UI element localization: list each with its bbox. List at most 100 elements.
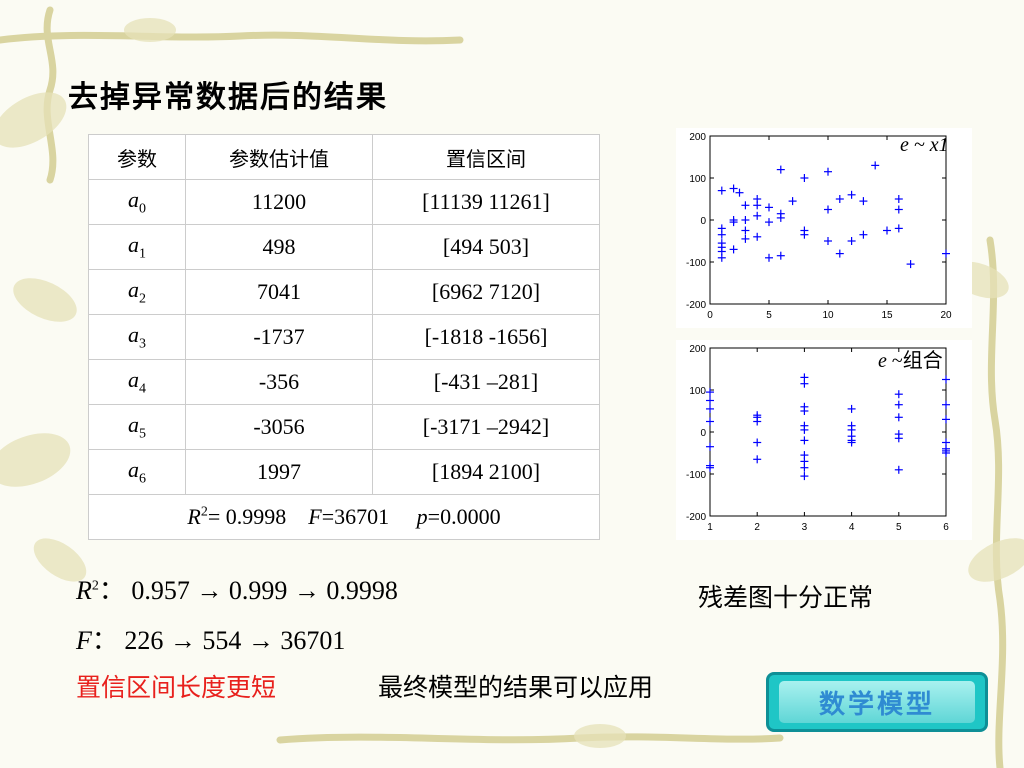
table-row: a0 11200 [11139 11261] [88,179,600,225]
model-conclusion: 最终模型的结果可以应用 [378,673,654,702]
y-tick-label: -200 [686,300,706,311]
data-point [706,396,714,405]
r2-progression: R2： 0.957 → 0.999 → 0.9998 [76,576,398,605]
data-point [717,253,726,262]
data-point [729,245,738,254]
data-point [741,216,750,224]
interval-cell: [-431 –281] [372,359,600,405]
x-tick-label: 5 [896,522,902,533]
data-point [871,161,880,170]
param-cell: a1 [88,224,186,270]
data-point [706,417,714,426]
estimate-cell: -356 [185,359,373,405]
param-cell: a0 [88,179,186,225]
f-progression: F： 226 → 554 → 36701 [76,626,346,655]
data-point [800,230,809,239]
data-point [800,436,809,445]
param-cell: a3 [88,314,186,360]
header-estimate: 参数估计值 [185,134,373,180]
data-point [847,237,856,245]
data-point [800,174,809,182]
data-point [942,249,950,258]
data-point [894,400,903,409]
data-point [706,404,714,413]
interval-cell: [6962 7120] [372,269,600,315]
data-point [835,249,844,258]
summary-cell: R2= 0.9998 F=36701 p=0.0000 [88,494,600,540]
table-row: a6 1997 [1894 2100] [88,449,600,495]
data-point [753,232,762,241]
data-point [942,375,950,384]
math-model-badge[interactable]: 数学模型 [766,672,988,732]
data-point [824,205,832,214]
data-point [788,197,797,206]
data-point [753,201,762,210]
data-point [800,425,809,434]
y-tick-label: 100 [689,386,706,397]
data-point [824,237,832,245]
estimate-cell: -3056 [185,404,373,450]
param-cell: a5 [88,404,186,450]
param-cell: a4 [88,359,186,405]
x-tick-label: 3 [802,522,808,533]
data-point [894,434,903,443]
table-header-row: 参数 参数估计值 置信区间 [88,134,600,180]
data-point [776,165,785,174]
data-point [847,190,856,199]
data-point [765,218,773,227]
data-point [835,195,844,203]
data-point [894,205,903,214]
y-tick-label: -100 [686,258,706,269]
data-point [776,251,785,260]
data-point [894,413,903,422]
data-point [741,234,750,243]
data-point [717,230,726,239]
data-point [800,463,809,472]
data-point [717,186,726,195]
plot2-label: e ~组合 [878,350,943,372]
data-point [741,201,750,210]
interval-cell: [494 503] [372,224,600,270]
y-tick-label: 200 [689,132,706,143]
data-point [735,188,744,197]
y-tick-label: 0 [700,216,706,227]
data-point [894,224,903,233]
residual-note: 残差图十分正常 [698,583,874,612]
table-row: a4 -356 [-431 –281] [88,359,600,405]
plot1-label: e ~ x1 [900,134,949,156]
data-point [847,404,856,413]
y-tick-label: -100 [686,470,706,481]
estimate-cell: 11200 [185,179,373,225]
x-tick-label: 6 [943,522,949,533]
x-tick-label: 0 [707,310,713,321]
interval-cell: [-1818 -1656] [372,314,600,360]
data-point [753,211,762,220]
data-point [765,253,773,262]
data-point [753,438,762,447]
x-tick-label: 1 [707,522,713,533]
slide-title: 去掉异常数据后的结果 [68,80,388,115]
x-tick-label: 2 [754,522,760,533]
estimate-cell: 498 [185,224,373,270]
x-tick-label: 15 [881,310,893,321]
data-point [753,455,762,464]
x-tick-label: 4 [849,522,855,533]
data-point [729,218,738,227]
param-cell: a2 [88,269,186,315]
data-point [894,465,903,474]
data-point [753,417,762,426]
data-point [894,390,903,399]
data-point [706,463,714,472]
data-point [765,203,773,212]
estimate-cell: 7041 [185,269,373,315]
data-point [800,379,809,388]
estimate-cell: 1997 [185,449,373,495]
table-row: a1 498 [494 503] [88,224,600,270]
table-row: a3 -1737 [-1818 -1656] [88,314,600,360]
header-interval: 置信区间 [372,134,600,180]
x-tick-label: 10 [822,310,834,321]
data-point [824,167,832,176]
table-summary-row: R2= 0.9998 F=36701 p=0.0000 [88,494,600,540]
